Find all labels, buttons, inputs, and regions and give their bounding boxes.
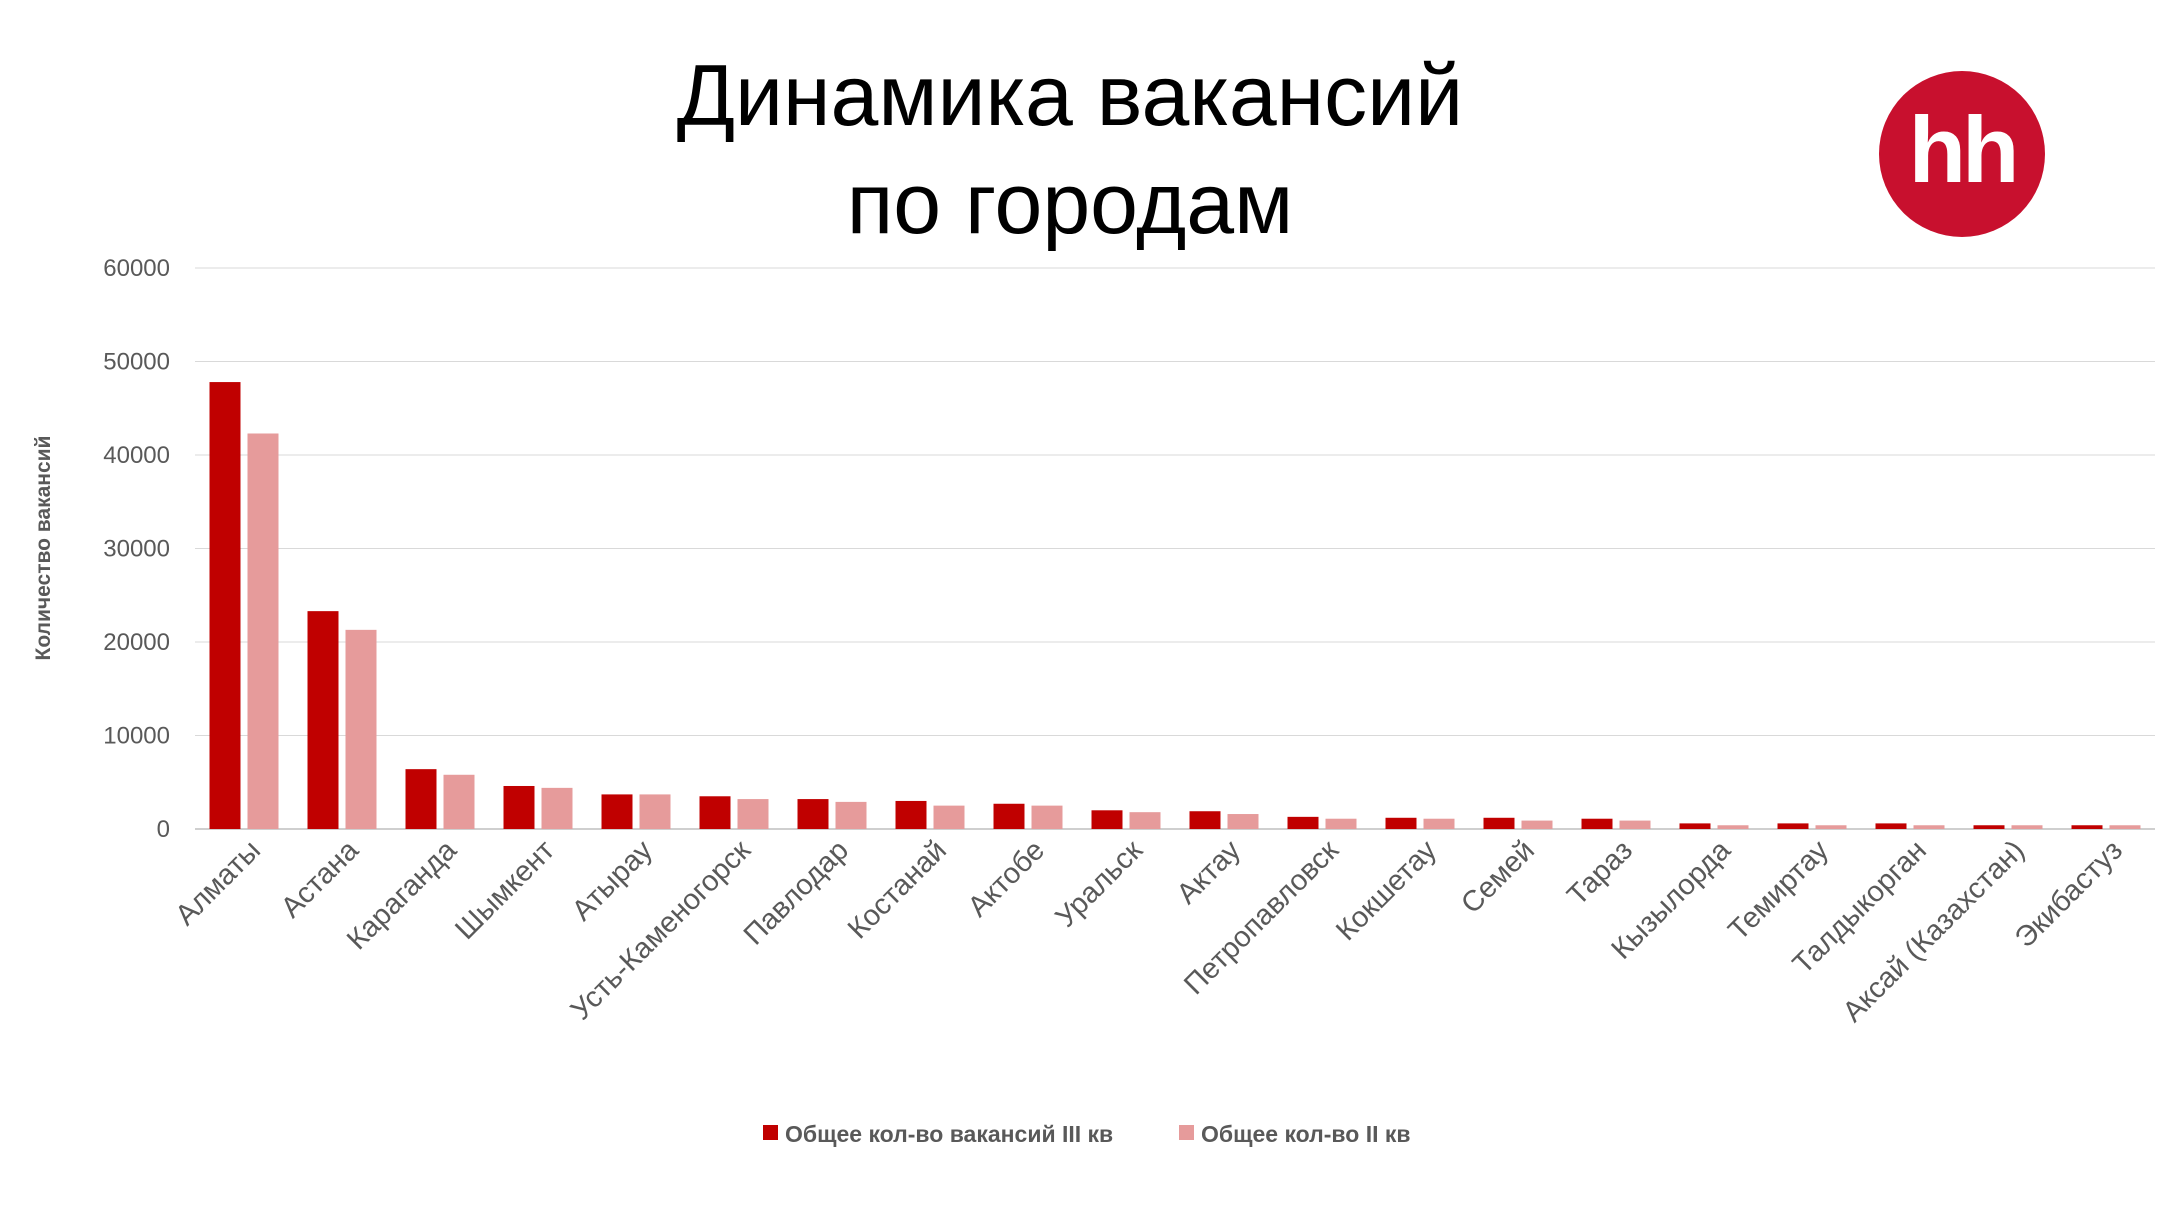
chart-title-line-2: по городам [846, 156, 1294, 252]
bar [1581, 818, 1613, 829]
bars [209, 382, 2141, 829]
bar [835, 801, 867, 829]
x-tick-label: Аксай (Казахстан) [1837, 834, 2031, 1028]
y-axis-label: Количество вакансий [32, 436, 55, 661]
bar [1973, 825, 2005, 829]
x-tick-label: Актобе [962, 834, 1051, 923]
bar [933, 805, 965, 829]
x-tick-label: Астана [275, 834, 365, 924]
x-tick-label: Усть-Каменогорск [565, 834, 757, 1026]
bar [1815, 825, 1847, 829]
y-tick-label: 40000 [103, 442, 170, 469]
bar [1129, 812, 1161, 829]
legend-swatch [1179, 1125, 1194, 1140]
bar [1385, 817, 1417, 829]
gridlines [195, 267, 2155, 830]
x-tick-label: Тараз [1561, 834, 1639, 912]
y-tick-label: 10000 [103, 723, 170, 750]
bar [2011, 825, 2043, 829]
hh-logo-text: hh [1908, 97, 2020, 202]
y-tick-label: 60000 [103, 255, 170, 282]
y-tick-label: 20000 [103, 629, 170, 656]
x-tick-label: Актау [1171, 834, 1247, 910]
bar [1679, 823, 1711, 829]
bar [503, 785, 535, 829]
bar [2071, 825, 2103, 829]
bar [307, 611, 339, 829]
x-tick-label: Уральск [1050, 834, 1150, 934]
chart-title-line-1: Динамика вакансий [676, 48, 1464, 144]
bar [1777, 823, 1809, 829]
legend-label: Общее кол-во II кв [1201, 1121, 1411, 1147]
y-axis-ticks: 0 10000 20000 30000 40000 50000 60000 [103, 255, 170, 843]
bar [247, 433, 279, 829]
bar [1189, 811, 1221, 829]
y-tick-label: 30000 [103, 536, 170, 563]
x-tick-label: Шымкент [449, 834, 561, 946]
y-tick-label: 50000 [103, 349, 170, 376]
bar [1717, 825, 1749, 829]
x-tick-label: Атырау [566, 834, 659, 927]
bar [443, 774, 475, 829]
x-tick-label: Павлодар [738, 834, 855, 951]
hh-logo: hh [1879, 71, 2045, 237]
bar [1913, 825, 1945, 829]
bar [345, 629, 377, 829]
legend: Общее кол-во вакансий III кв Общее кол-во… [763, 1121, 1411, 1147]
bar [699, 796, 731, 829]
legend-swatch [763, 1125, 778, 1140]
bar [1483, 817, 1515, 829]
x-tick-label: Алматы [169, 834, 266, 931]
bar [1227, 814, 1259, 829]
bar [1287, 816, 1319, 829]
bar [1875, 823, 1907, 829]
y-tick-label: 0 [157, 816, 170, 843]
bar [405, 769, 437, 829]
bar [737, 799, 769, 829]
x-tick-label: Кокшетау [1330, 834, 1443, 947]
bar [1423, 818, 1455, 829]
bar [601, 794, 633, 829]
bar [1325, 818, 1357, 829]
bar [2109, 825, 2141, 829]
legend-label: Общее кол-во вакансий III кв [785, 1121, 1113, 1147]
x-tick-label: Семей [1455, 834, 1541, 920]
x-tick-label: Костанай [842, 834, 953, 945]
x-tick-label: Экибастуз [2009, 834, 2129, 954]
bar [895, 800, 927, 829]
bar [209, 382, 241, 829]
bar [993, 803, 1025, 829]
bar [797, 799, 829, 829]
bar [541, 787, 573, 829]
bar [1619, 820, 1651, 829]
bar [1031, 805, 1063, 829]
bar [1091, 810, 1123, 829]
bar [1521, 820, 1553, 829]
chart-title: Динамика вакансий по городам [430, 42, 1710, 258]
bar [639, 794, 671, 829]
